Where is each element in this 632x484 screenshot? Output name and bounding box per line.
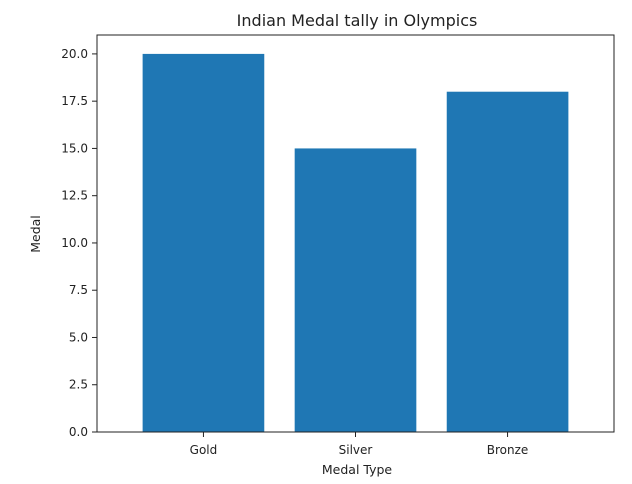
y-tick-label: 2.5 — [69, 378, 88, 392]
y-tick-label: 0.0 — [69, 425, 88, 439]
y-tick-label: 20.0 — [61, 47, 88, 61]
y-axis-label: Medal — [28, 215, 43, 253]
y-axis-ticks: 0.0 2.5 5.0 7.5 10.0 12.5 15.0 17.5 20.0 — [61, 47, 97, 439]
x-tick-label: Bronze — [487, 443, 529, 457]
bar-gold — [142, 53, 265, 433]
bar-bronze — [446, 91, 569, 433]
y-tick-label: 17.5 — [61, 94, 88, 108]
y-tick-label: 10.0 — [61, 236, 88, 250]
plot-frame — [96, 34, 615, 433]
x-axis-ticks: Gold Silver Bronze — [190, 432, 529, 457]
chart-title: Indian Medal tally in Olympics — [237, 11, 478, 30]
y-tick-label: 12.5 — [61, 189, 88, 203]
y-tick-label: 7.5 — [69, 283, 88, 297]
bars-group — [142, 53, 569, 433]
x-axis-label: Medal Type — [322, 462, 393, 477]
x-tick-label: Silver — [339, 443, 373, 457]
x-tick-label: Gold — [190, 443, 218, 457]
y-tick-label: 5.0 — [69, 330, 88, 344]
y-tick-label: 15.0 — [61, 141, 88, 155]
bar-silver — [294, 148, 417, 432]
